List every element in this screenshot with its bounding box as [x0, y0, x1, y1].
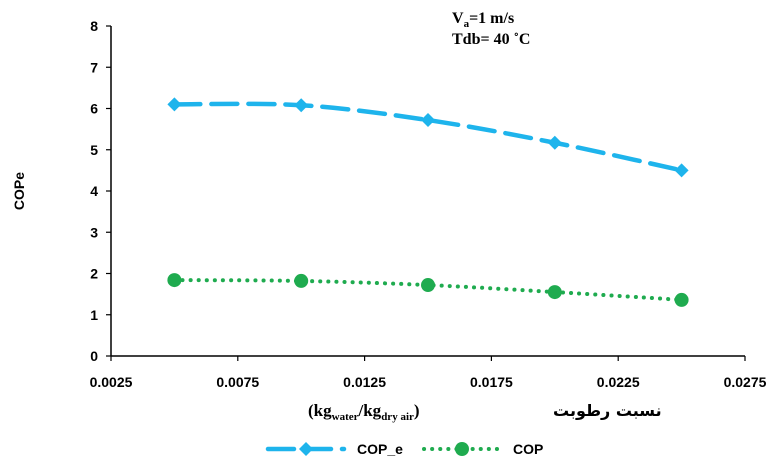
y-tick-label: 1: [90, 307, 98, 323]
y-tick-label: 6: [90, 101, 98, 117]
annotation-box: Va=1 m/s Tdb= 40 ˚C: [452, 10, 530, 48]
y-tick-label: 7: [90, 59, 98, 75]
data-point-cop-e: [294, 98, 309, 113]
legend-marker-cop-e: [299, 442, 313, 456]
x-tick-label: 0.0225: [597, 374, 640, 390]
legend-label-cop-e: COP_e: [357, 441, 403, 457]
x-tick-label: 0.0275: [724, 374, 767, 390]
legend-label-cop: COP: [513, 441, 543, 457]
legend-item-cop: COP: [422, 441, 543, 457]
x-tick-label: 0.0125: [343, 374, 386, 390]
x-tick-label: 0.0025: [90, 374, 133, 390]
series-cop-e: [167, 97, 689, 178]
x-tick-label: 0.0175: [470, 374, 513, 390]
y-tick-labels: 0 1 2 3 4 5 6 7 8: [90, 18, 111, 364]
series-line-cop-e: [172, 101, 684, 173]
legend-item-cop-e: COP_e: [265, 441, 403, 457]
y-tick-label: 0: [90, 348, 98, 364]
x-axis-label-arabic: نسبت رطوبت: [553, 401, 662, 420]
legend-marker-cop: [455, 442, 469, 456]
plot-area: [110, 26, 745, 357]
data-point-cop: [674, 292, 689, 307]
y-axis-label: COPe: [11, 172, 27, 210]
data-point-cop: [294, 273, 309, 288]
y-tick-label: 2: [90, 266, 98, 282]
data-point-cop-e: [547, 135, 562, 150]
x-tick-label: 0.0075: [216, 374, 259, 390]
x-axis-label-units: (kgwater/kgdry air): [308, 401, 420, 423]
data-point-cop-e: [167, 97, 182, 112]
data-point-cop-e: [674, 163, 689, 178]
data-point-cop: [547, 285, 562, 300]
y-tick-label: 5: [90, 142, 98, 158]
x-axis-label: (kgwater/kgdry air) نسبت رطوبت: [308, 401, 662, 423]
legend: COP_e COP: [265, 441, 543, 457]
annotation-line-2: Tdb= 40 ˚C: [452, 31, 530, 48]
y-tick-label: 4: [90, 183, 98, 199]
data-point-cop-e: [421, 113, 435, 128]
x-tick-labels: 0.0025 0.0075 0.0125 0.0175 0.0225 0.0275: [90, 356, 767, 390]
annotation-line-1: Va=1 m/s: [452, 10, 514, 30]
y-tick-label: 3: [90, 224, 98, 240]
y-tick-label: 8: [90, 18, 98, 34]
data-point-cop: [167, 273, 182, 288]
series-cop: [167, 273, 689, 307]
data-point-cop: [421, 278, 435, 293]
series-layer: [167, 97, 689, 307]
